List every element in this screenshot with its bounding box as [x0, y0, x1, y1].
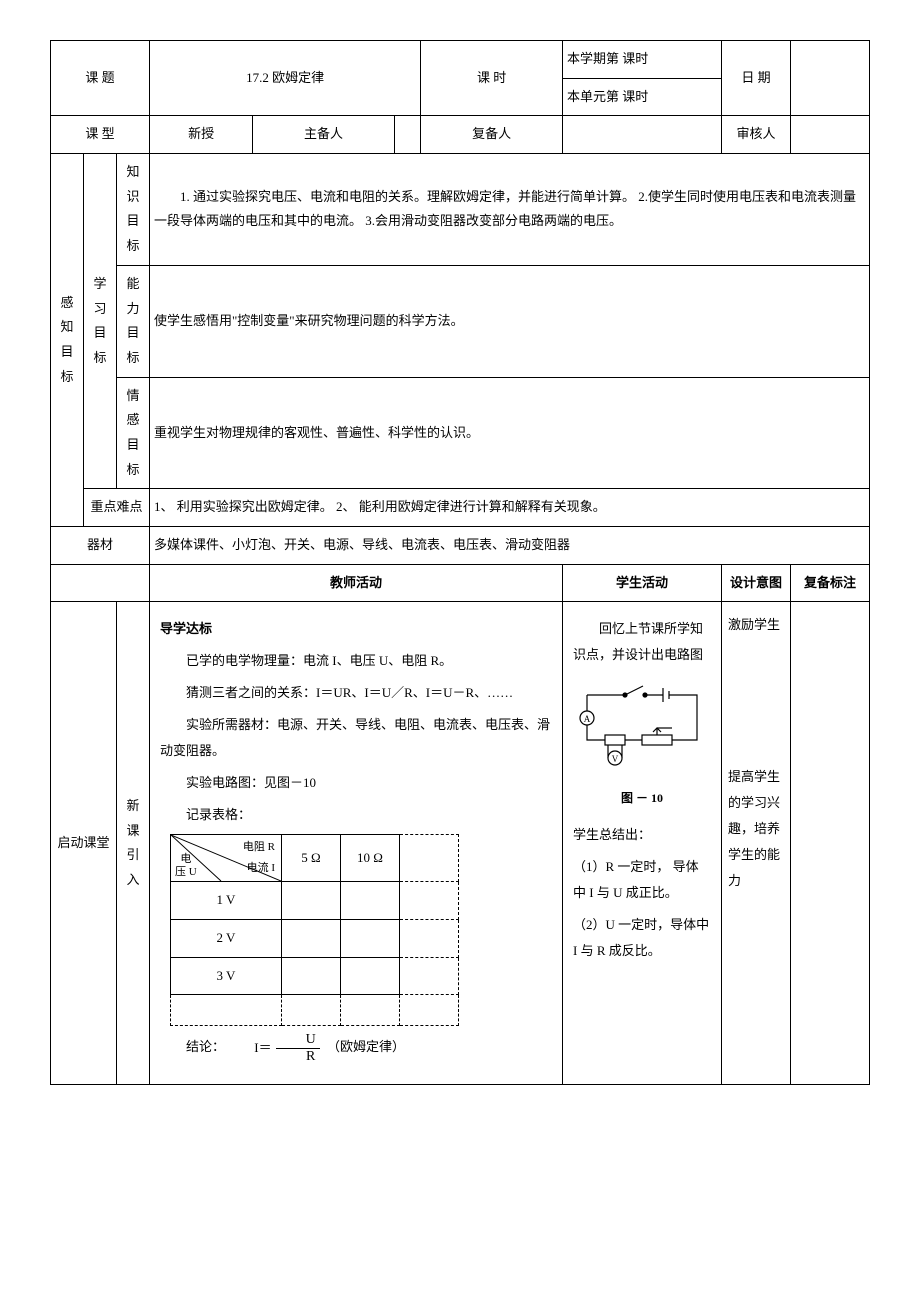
rec-col-0: 5 Ω [282, 835, 341, 882]
qicai-label: 器材 [51, 527, 150, 565]
diag-left: 电 压 U [175, 853, 197, 879]
qidong-label: 启动课堂 [51, 602, 117, 1085]
teacher-heading: 导学达标 [160, 621, 212, 636]
svg-text:V: V [612, 754, 619, 764]
xinke-label: 新课引入 [117, 602, 150, 1085]
shenheren-value [791, 116, 870, 154]
keshi-label: 课 时 [421, 41, 563, 116]
diag-top: 电阻 R [243, 837, 275, 858]
col-student: 学生活动 [563, 564, 722, 602]
record-table-label: 记录表格： [160, 802, 552, 828]
lesson-title: 17.2 欧姆定律 [150, 41, 421, 116]
record-table: 电阻 R 电 压 U 电流 I 5 Ω 10 Ω 1 V 2 V 3 V [170, 834, 459, 1026]
zhuberen-label: 主备人 [253, 116, 395, 154]
teacher-p2: 猜测三者之间的关系：I＝UR、I＝U／R、I＝U－R、…… [160, 680, 552, 706]
goal-knowledge-label: 知识目标 [117, 154, 150, 266]
riqi-value [791, 41, 870, 116]
teacher-activity-cell: 导学达标 已学的电学物理量：电流 I、电压 U、电阻 R。 猜测三者之间的关系：… [150, 602, 563, 1085]
teacher-p1: 已学的电学物理量：电流 I、电压 U、电阻 R。 [160, 648, 552, 674]
student-activity-cell: 回忆上节课所学知识点，并设计出电路图 [563, 602, 722, 1085]
rec-col-1: 10 Ω [341, 835, 400, 882]
semester-keshi: 本学期第 课时 [563, 41, 722, 79]
conclusion-line: 结论： I＝ U R （欧姆定律） [160, 1032, 552, 1064]
rec-row-2: 3 V [171, 957, 282, 995]
goal-emotion-label: 情感目标 [117, 377, 150, 489]
goal-ability-label: 能力目标 [117, 265, 150, 377]
col-teacher: 教师活动 [150, 564, 563, 602]
goal-ability-text: 使学生感悟用"控制变量"来研究物理问题的科学方法。 [150, 265, 870, 377]
rec-row-1: 2 V [171, 920, 282, 958]
qicai-text: 多媒体课件、小灯泡、开关、电源、导线、电流表、电压表、滑动变阻器 [150, 527, 870, 565]
teacher-p3: 实验所需器材：电源、开关、导线、电阻、电流表、电压表、滑动变阻器。 [160, 712, 552, 764]
zhongdian-text: 1、 利用实验探究出欧姆定律。 2、 能利用欧姆定律进行计算和解释有关现象。 [150, 489, 870, 527]
svg-text:A: A [584, 714, 591, 724]
kexing-value: 新授 [150, 116, 253, 154]
goal-knowledge-text: 1. 通过实验探究电压、电流和电阻的关系。理解欧姆定律，并能进行简单计算。 2.… [150, 154, 870, 266]
circuit-diagram: A V 图 － 10 [573, 680, 711, 810]
student-p3: （1）R 一定时， 导体中 I 与 U 成正比。 [573, 854, 711, 906]
design-p1: 激励学生 [728, 612, 784, 638]
shenheren-label: 审核人 [722, 116, 791, 154]
fuberen-value [563, 116, 722, 154]
fuberen-label: 复备人 [421, 116, 563, 154]
design-intent-cell: 激励学生 提高学生的学习兴趣，培养学生的能力 [722, 602, 791, 1085]
keti-label: 课 题 [51, 41, 150, 116]
teacher-p4: 实验电路图：见图－10 [160, 770, 552, 796]
xuexi-label: 学习目标 [84, 154, 117, 489]
riqi-label: 日 期 [722, 41, 791, 116]
unit-keshi: 本单元第 课时 [563, 78, 722, 116]
rec-row-0: 1 V [171, 882, 282, 920]
circuit-caption: 图 － 10 [573, 786, 711, 810]
notes-cell [791, 602, 870, 1085]
student-p2: 学生总结出： [573, 822, 711, 848]
ganzhi-label: 感知目标 [51, 154, 84, 527]
col-notes: 复备标注 [791, 564, 870, 602]
student-p1: 回忆上节课所学知识点，并设计出电路图 [573, 616, 711, 668]
zhuberen-value [394, 116, 421, 154]
kexing-label: 课 型 [51, 116, 150, 154]
diag-bottom: 电流 I [247, 858, 275, 879]
col-design: 设计意图 [722, 564, 791, 602]
design-p2: 提高学生的学习兴趣，培养学生的能力 [728, 764, 784, 894]
student-p4: （2）U 一定时，导体中 I 与 R 成反比。 [573, 912, 711, 964]
goal-emotion-text: 重视学生对物理规律的客观性、普遍性、科学性的认识。 [150, 377, 870, 489]
zhongdian-label: 重点难点 [84, 489, 150, 527]
